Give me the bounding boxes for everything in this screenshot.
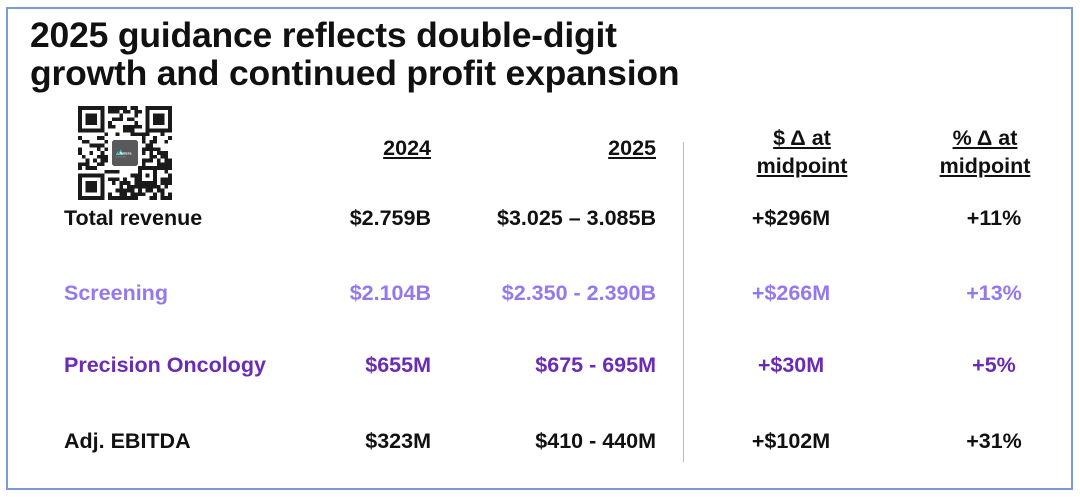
svg-text:Natera: Natera <box>120 151 133 155</box>
